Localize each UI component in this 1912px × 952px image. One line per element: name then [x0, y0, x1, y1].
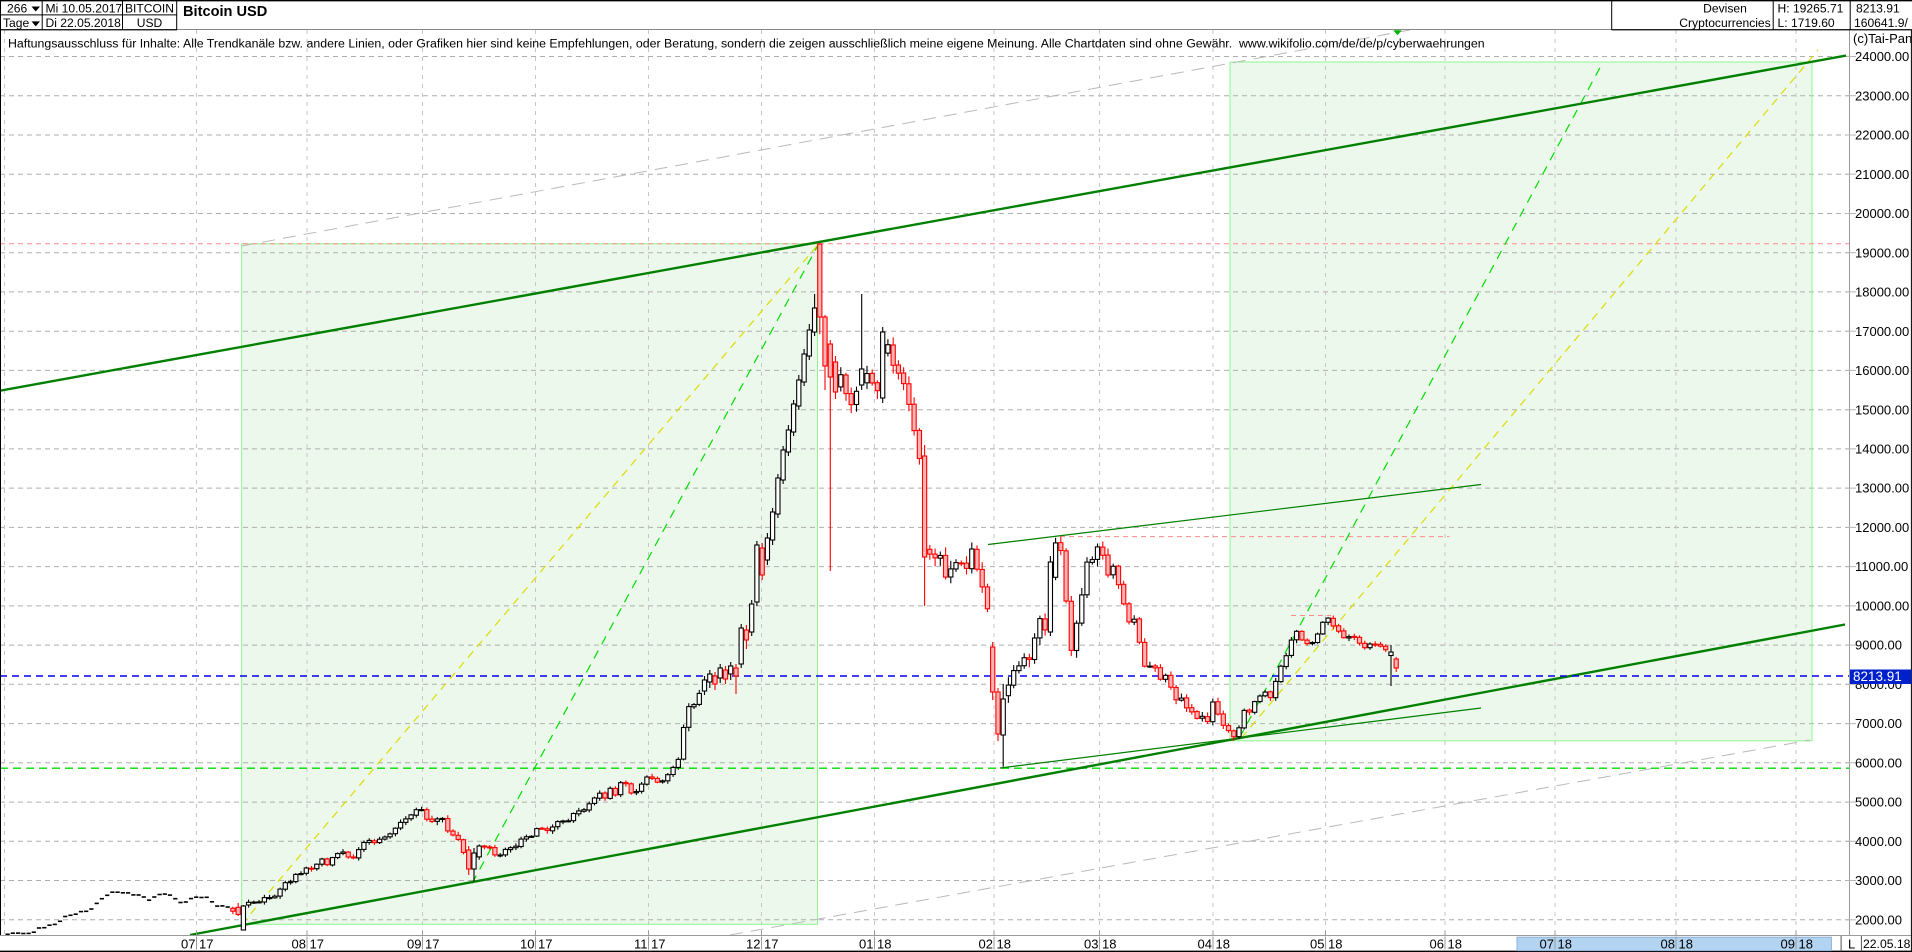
- svg-text:10: 10: [520, 936, 534, 951]
- svg-text:Di 22.05.2018: Di 22.05.2018: [46, 16, 122, 30]
- svg-text:18: 18: [1328, 936, 1342, 951]
- svg-text:06: 06: [1430, 936, 1444, 951]
- svg-text:4000.00: 4000.00: [1855, 834, 1902, 849]
- svg-text:5000.00: 5000.00: [1855, 795, 1902, 810]
- svg-text:17: 17: [538, 936, 552, 951]
- svg-text:6000.00: 6000.00: [1855, 755, 1902, 770]
- svg-text:18: 18: [1448, 936, 1462, 951]
- svg-text:9000.00: 9000.00: [1855, 638, 1902, 653]
- svg-text:17: 17: [199, 936, 213, 951]
- svg-text:Bitcoin USD: Bitcoin USD: [183, 4, 267, 20]
- svg-text:18: 18: [1216, 936, 1230, 951]
- svg-text:266: 266: [7, 1, 27, 15]
- svg-text:18: 18: [1679, 936, 1693, 951]
- svg-text:03: 03: [1084, 936, 1098, 951]
- svg-text:Devisen: Devisen: [1703, 1, 1747, 15]
- svg-text:18: 18: [1799, 936, 1813, 951]
- svg-text:Mi 10.05.2017: Mi 10.05.2017: [46, 1, 123, 15]
- svg-text:21000.00: 21000.00: [1855, 167, 1909, 182]
- svg-text:12: 12: [746, 936, 760, 951]
- svg-text:04: 04: [1198, 936, 1212, 951]
- svg-text:22000.00: 22000.00: [1855, 128, 1909, 143]
- svg-text:08: 08: [292, 936, 306, 951]
- svg-text:8213.91: 8213.91: [1856, 1, 1900, 15]
- svg-text:24000.00: 24000.00: [1855, 49, 1909, 64]
- svg-text:19000.00: 19000.00: [1855, 245, 1909, 260]
- svg-text:3000.00: 3000.00: [1855, 873, 1902, 888]
- svg-text:L: L: [1848, 936, 1855, 951]
- svg-text:11000.00: 11000.00: [1855, 559, 1908, 574]
- svg-text:17: 17: [425, 936, 439, 951]
- svg-text:18: 18: [1102, 936, 1116, 951]
- svg-text:H: 19265.71: H: 19265.71: [1778, 1, 1844, 15]
- svg-text:18000.00: 18000.00: [1855, 285, 1909, 300]
- svg-text:09: 09: [407, 936, 421, 951]
- svg-text:BITCOIN: BITCOIN: [125, 1, 174, 15]
- svg-text:17: 17: [764, 936, 778, 951]
- svg-text:05: 05: [1310, 936, 1324, 951]
- svg-text:10000.00: 10000.00: [1855, 599, 1909, 614]
- svg-text:23000.00: 23000.00: [1855, 88, 1909, 103]
- svg-text:18: 18: [877, 936, 891, 951]
- svg-text:Haftungsausschluss für Inhalte: Haftungsausschluss für Inhalte: Alle Tre…: [8, 37, 1485, 51]
- svg-text:09: 09: [1781, 936, 1795, 951]
- svg-text:(c)Tai-Pan: (c)Tai-Pan: [1853, 31, 1912, 46]
- svg-text:01: 01: [859, 936, 873, 951]
- svg-text:11: 11: [634, 936, 648, 951]
- svg-text:18: 18: [997, 936, 1011, 951]
- svg-text:13000.00: 13000.00: [1855, 481, 1909, 496]
- svg-text:2000.00: 2000.00: [1855, 912, 1902, 927]
- svg-text:L: 1719.60: L: 1719.60: [1778, 16, 1835, 30]
- svg-text:18: 18: [1558, 936, 1572, 951]
- svg-text:22.05.18: 22.05.18: [1863, 937, 1911, 951]
- svg-text:20000.00: 20000.00: [1855, 206, 1909, 221]
- svg-text:17000.00: 17000.00: [1855, 324, 1909, 339]
- svg-text:02: 02: [979, 936, 993, 951]
- svg-text:7000.00: 7000.00: [1855, 716, 1902, 731]
- svg-text:15000.00: 15000.00: [1855, 402, 1909, 417]
- svg-text:17: 17: [651, 936, 665, 951]
- svg-text:08: 08: [1661, 936, 1675, 951]
- svg-text:USD: USD: [137, 16, 163, 30]
- svg-text:12000.00: 12000.00: [1855, 520, 1909, 535]
- svg-text:160641.9/: 160641.9/: [1854, 16, 1908, 30]
- svg-text:Cryptocurrencies: Cryptocurrencies: [1679, 16, 1770, 30]
- svg-text:07: 07: [1540, 936, 1554, 951]
- svg-text:Tage: Tage: [3, 16, 29, 30]
- svg-text:14000.00: 14000.00: [1855, 442, 1909, 457]
- svg-text:16000.00: 16000.00: [1855, 363, 1909, 378]
- svg-text:07: 07: [181, 936, 195, 951]
- svg-text:8213.91: 8213.91: [1853, 669, 1902, 684]
- svg-text:17: 17: [310, 936, 324, 951]
